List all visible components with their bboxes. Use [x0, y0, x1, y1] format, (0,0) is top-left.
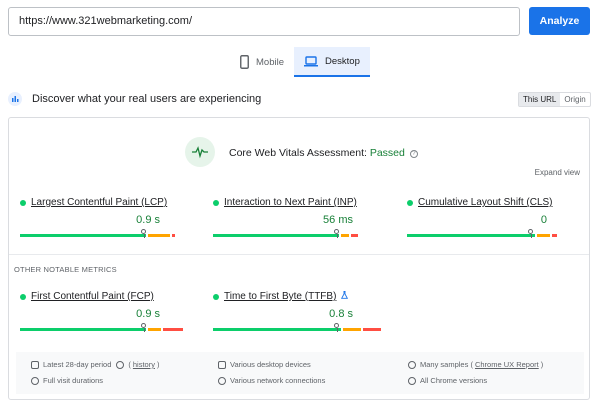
info-network: Various network connections — [218, 376, 325, 385]
info-network-text: Various network connections — [230, 376, 326, 385]
data-source-info — [16, 352, 584, 394]
vitals-pulse-icon — [185, 137, 215, 167]
info-period-text: Latest 28-day period — [43, 360, 112, 369]
field-data-card — [8, 117, 590, 400]
info-samples-text: Many samples — [420, 360, 469, 369]
metric-cls: Cumulative Layout Shift (CLS) 0 — [407, 197, 577, 238]
timer-icon — [31, 376, 39, 385]
info-chrome: All Chrome versions — [408, 376, 487, 385]
users-icon — [8, 92, 22, 106]
p75-marker — [334, 229, 339, 238]
discover-heading: Discover what your real users are experi… — [32, 93, 262, 105]
metric-inp: Interaction to Next Paint (INP) 56 ms — [213, 197, 383, 238]
help-icon[interactable] — [116, 360, 125, 369]
distribution-bar — [407, 229, 577, 238]
poor-segment — [163, 328, 183, 331]
status-dot — [213, 199, 219, 206]
metric-name[interactable]: Interaction to Next Paint (INP) — [224, 197, 357, 208]
distribution-bar — [20, 229, 190, 238]
metric-lcp: Largest Contentful Paint (LCP) 0.9 s — [20, 197, 190, 238]
needs-improvement-segment — [341, 234, 349, 237]
scope-this-url-button[interactable]: This URL — [519, 93, 561, 106]
tab-mobile-label: Mobile — [256, 56, 284, 68]
needs-improvement-segment — [148, 234, 170, 237]
metric-value: 0.9 s — [136, 214, 160, 226]
section-divider — [9, 254, 589, 255]
p75-marker — [528, 229, 533, 238]
poor-segment — [363, 328, 381, 331]
info-devices-text: Various desktop devices — [230, 360, 311, 369]
status-dot — [20, 199, 26, 206]
status-dot — [213, 293, 219, 300]
metric-name[interactable]: Cumulative Layout Shift (CLS) — [418, 197, 553, 208]
metric-value: 0.8 s — [329, 308, 353, 320]
metric-name[interactable]: Largest Contentful Paint (LCP) — [31, 197, 168, 208]
chrome-ux-report-link[interactable]: Chrome UX Report — [474, 360, 539, 369]
needs-improvement-segment — [537, 234, 550, 237]
assessment-status: Passed — [369, 147, 405, 159]
good-segment — [407, 234, 535, 237]
info-samples: Many samples (Chrome UX Report) — [408, 360, 543, 369]
smartphone-icon — [240, 55, 249, 69]
calendar-icon — [31, 360, 39, 369]
desktop-icon — [218, 360, 226, 369]
expand-view-link[interactable]: Expand view — [534, 168, 580, 177]
metric-name[interactable]: Time to First Byte (TTFB) — [224, 291, 337, 302]
people-icon — [408, 360, 416, 369]
assessment-prefix: Core Web Vitals Assessment: — [229, 147, 370, 159]
info-period: Latest 28-day period (history) — [31, 360, 159, 369]
help-icon[interactable]: ? — [409, 150, 418, 158]
experimental-flask-icon — [341, 291, 349, 302]
needs-improvement-segment — [343, 328, 361, 331]
metric-value: 0.9 s — [136, 308, 160, 320]
good-segment — [20, 234, 146, 237]
status-dot — [20, 293, 26, 300]
tab-desktop-label: Desktop — [325, 55, 360, 67]
good-segment — [213, 234, 339, 237]
info-devices: Various desktop devices — [218, 360, 311, 369]
distribution-bar — [213, 229, 383, 238]
info-visits-text: Full visit durations — [43, 376, 104, 385]
info-chrome-text: All Chrome versions — [420, 376, 488, 385]
info-visits: Full visit durations — [31, 376, 103, 385]
metric-fcp: First Contentful Paint (FCP) 0.9 s — [20, 291, 190, 332]
poor-segment — [351, 234, 358, 237]
scope-origin-button[interactable]: Origin — [564, 95, 586, 104]
tab-desktop[interactable]: Desktop — [294, 47, 370, 77]
wifi-icon — [218, 376, 226, 385]
other-metrics-heading: OTHER NOTABLE METRICS — [14, 265, 117, 274]
p75-marker — [141, 229, 146, 238]
tab-mobile[interactable]: Mobile — [230, 47, 294, 77]
poor-segment — [172, 234, 175, 237]
status-dot — [407, 199, 413, 206]
history-link[interactable]: history — [132, 360, 155, 369]
metric-value: 0 — [540, 214, 547, 226]
analyze-button[interactable]: Analyze — [529, 7, 590, 35]
metric-ttfb: Time to First Byte (TTFB) 0.8 s — [213, 291, 383, 332]
p75-marker — [334, 323, 339, 332]
metric-name[interactable]: First Contentful Paint (FCP) — [31, 291, 154, 302]
distribution-bar — [20, 323, 190, 332]
poor-segment — [552, 234, 557, 237]
scope-toggle: This URL Origin — [518, 92, 591, 107]
chrome-icon — [408, 376, 416, 385]
device-tabs: Mobile Desktop — [230, 47, 370, 77]
needs-improvement-segment — [148, 328, 161, 331]
distribution-bar — [213, 323, 383, 332]
metric-value: 56 ms — [323, 214, 353, 226]
url-input[interactable]: https://www.321webmarketing.com/ — [8, 7, 520, 36]
good-segment — [20, 328, 146, 331]
assessment-title: Core Web Vitals Assessment: Passed? — [229, 147, 418, 159]
good-segment — [213, 328, 341, 331]
p75-marker — [141, 323, 146, 332]
laptop-icon — [304, 55, 318, 66]
